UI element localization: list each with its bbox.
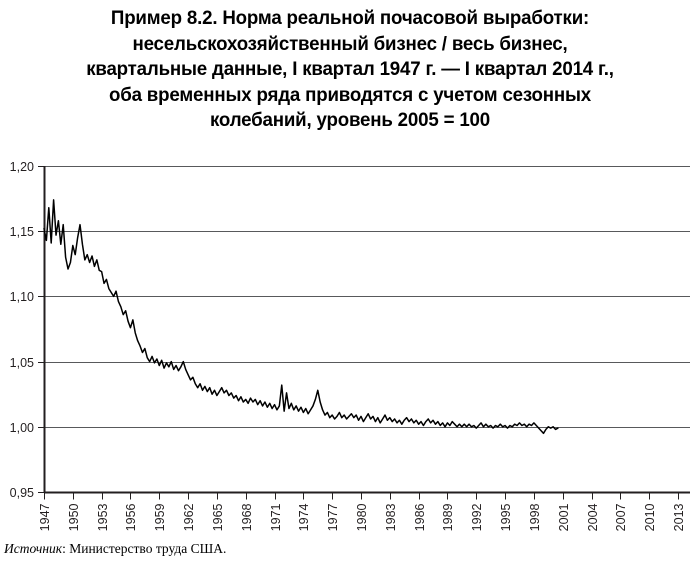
x-tick-label: 1965 bbox=[211, 503, 225, 531]
title-line-5: колебаний, уровень 2005 = 100 bbox=[210, 109, 490, 131]
x-tick-label: 1998 bbox=[528, 503, 542, 531]
title-line-2: несельскохозяйственный бизнес / весь биз… bbox=[132, 32, 568, 55]
source-label: Источник bbox=[4, 541, 63, 556]
source-text: : Министерство труда США. bbox=[62, 541, 227, 556]
line-chart-svg: 0,95 1,00 1,05 1,10 1,15 1,20 1947 1950 1953 195… bbox=[10, 160, 690, 531]
x-tick-label: 1947 bbox=[38, 503, 52, 531]
title-line-3: квартальные данные, I квартал 1947 г. — … bbox=[86, 58, 614, 80]
y-tick-label: 1,00 bbox=[10, 421, 34, 435]
chart-plot-area: 0,95 1,00 1,05 1,10 1,15 1,20 1947 1950 1953 195… bbox=[0, 152, 700, 542]
y-axis-tick-labels: 0,95 1,00 1,05 1,10 1,15 1,20 bbox=[10, 160, 34, 500]
x-tick-label: 2001 bbox=[557, 503, 571, 531]
x-tick-label: 1959 bbox=[153, 503, 167, 531]
x-tick-label: 1971 bbox=[269, 503, 283, 531]
x-axis-tick-labels: 1947 1950 1953 1956 1959 1962 1965 1968 1971 1974… bbox=[38, 503, 686, 531]
x-tick-label: 1968 bbox=[240, 503, 254, 531]
x-tick-label: 2010 bbox=[643, 503, 657, 531]
y-tick-label: 1,15 bbox=[10, 225, 34, 239]
x-tick-label: 2013 bbox=[672, 503, 686, 531]
title-line-4: оба временных ряда приводятся с учетом с… bbox=[108, 83, 592, 106]
x-tick-label: 1956 bbox=[124, 503, 138, 531]
y-tick-label: 1,10 bbox=[10, 290, 34, 304]
data-series-line bbox=[43, 199, 559, 435]
x-tick-label: 2007 bbox=[614, 503, 628, 531]
axes-group bbox=[43, 166, 690, 500]
y-tick-label: 1,05 bbox=[10, 356, 34, 370]
x-tick-label: 1983 bbox=[384, 503, 398, 531]
title-line-1: Пример 8.2. Норма реальной почасовой выр… bbox=[110, 7, 590, 29]
x-tick-label: 1950 bbox=[67, 503, 81, 531]
x-tick-label: 2004 bbox=[586, 503, 600, 531]
x-tick-label: 1992 bbox=[470, 503, 484, 531]
gridlines-group bbox=[38, 165, 690, 494]
x-tick-label: 1953 bbox=[96, 503, 110, 531]
x-tick-label: 1986 bbox=[413, 503, 427, 531]
x-tick-label: 1962 bbox=[182, 503, 196, 531]
x-tick-label: 1980 bbox=[355, 503, 369, 531]
x-tick-label: 1995 bbox=[499, 503, 513, 531]
x-tick-label: 1989 bbox=[441, 503, 455, 531]
y-tick-label: 0,95 bbox=[10, 486, 34, 500]
x-tick-label: 1974 bbox=[297, 503, 311, 531]
source-note: Источник: Министерство труда США. bbox=[4, 541, 226, 557]
x-tick-label: 1977 bbox=[326, 503, 340, 531]
chart-title: Пример 8.2. Норма реальной почасовой выр… bbox=[0, 0, 700, 134]
y-tick-label: 1,20 bbox=[10, 160, 34, 174]
